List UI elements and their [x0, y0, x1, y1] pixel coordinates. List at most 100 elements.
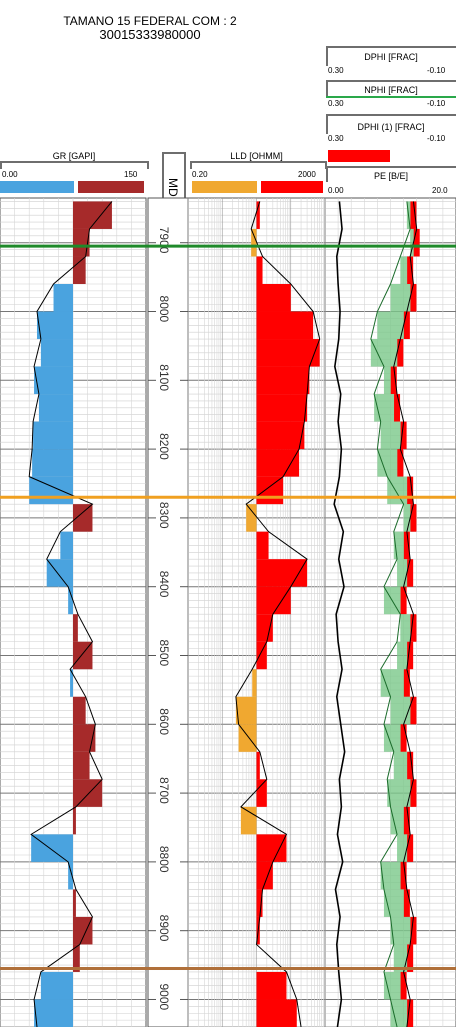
pe-max: 20.0 — [432, 186, 448, 195]
gr-fill-high — [73, 504, 93, 532]
nphi-dphi-fill — [377, 449, 401, 477]
lld-fill-high — [256, 256, 263, 284]
nphi-max: -0.10 — [427, 99, 446, 108]
gr-fill-low — [40, 971, 73, 1000]
dphi-curve — [393, 201, 418, 1027]
nphi-line-swatch — [326, 96, 456, 98]
lld-fill-high — [256, 834, 287, 862]
pe-min: 0.00 — [328, 186, 344, 195]
lld-fill-low — [252, 669, 257, 697]
md-track-frame — [147, 197, 189, 1027]
md-tick-label: 8400 — [157, 571, 171, 598]
dphi1-fill — [403, 806, 410, 835]
gr-fill-high — [73, 944, 80, 972]
dphi1-fill — [397, 449, 404, 477]
gr-fill-low — [34, 999, 73, 1027]
gr-label: GR [GAPI] — [52, 151, 96, 161]
lld-fill-high — [256, 394, 308, 422]
dphi1-fill — [403, 531, 410, 560]
dphi1-fill — [407, 559, 414, 587]
dphi1-fill — [410, 916, 417, 945]
api-number: 30015333980000 — [99, 27, 201, 42]
gr-fill-low — [68, 586, 73, 615]
gr-fill-high — [73, 641, 93, 670]
gr-fill-high — [73, 806, 76, 835]
nphi-dphi-fill — [397, 559, 411, 587]
nphi-dphi-fill — [400, 614, 414, 642]
dphi1-max: -0.10 — [427, 134, 446, 143]
nphi-dphi-fill — [393, 751, 411, 780]
gr-fill-low — [29, 476, 73, 505]
nphi-label: NPHI [FRAC] — [364, 85, 418, 95]
dphi1-fill — [407, 999, 414, 1027]
gr-fill-low — [38, 394, 73, 422]
dphi-min: 0.30 — [328, 66, 344, 75]
dphi1-fill — [400, 421, 407, 450]
md-tick-label: 8100 — [157, 364, 171, 391]
gr-curve — [28, 201, 113, 1027]
dphi-bracket — [326, 46, 456, 66]
gr-fill-low — [32, 449, 73, 477]
dphi1-fill — [407, 641, 414, 670]
gr-fill-high — [73, 724, 96, 752]
nphi-dphi-fill — [383, 724, 404, 752]
gr-fill-high — [73, 696, 86, 725]
nphi-dphi-fill — [400, 256, 411, 284]
gr-fill-low — [60, 531, 73, 560]
gr-fill-high — [73, 256, 86, 284]
lld-fill-high — [256, 449, 300, 477]
lld-fill-high — [256, 339, 320, 367]
gr-fill-low — [34, 366, 73, 395]
gr-scale-bracket — [0, 161, 149, 169]
lld-fill-high — [256, 641, 267, 670]
dphi1-fill — [407, 751, 414, 780]
nphi-dphi-fill — [380, 861, 404, 890]
lld-high-bar — [261, 181, 323, 193]
gr-fill-low — [53, 283, 73, 312]
dphi1-fill — [403, 669, 410, 697]
gr-fill-high — [73, 751, 90, 780]
nphi-dphi-fill — [380, 421, 404, 450]
gr-fill-high — [73, 228, 90, 257]
nphi-dphi-fill — [370, 339, 401, 367]
nphi-dphi-fill — [387, 476, 411, 505]
nphi-dphi-fill — [397, 834, 411, 862]
lld-fill-high — [256, 751, 260, 780]
md-tick-label: 7900 — [157, 227, 171, 254]
lld-fill-high — [256, 779, 267, 807]
nphi-dphi-fill — [390, 916, 414, 945]
nphi-min: 0.30 — [328, 99, 344, 108]
nphi-dphi-fill — [387, 779, 414, 807]
gr-min: 0.00 — [2, 170, 18, 179]
gr-low-bar — [0, 181, 74, 193]
lld-fill-high — [256, 861, 273, 890]
lld-fill-high — [256, 971, 287, 1000]
lld-fill-low — [240, 806, 257, 835]
lld-fill-low — [238, 724, 257, 752]
gr-fill-low — [40, 339, 73, 367]
dphi1-fill — [403, 311, 410, 340]
lld-scale-bracket — [190, 161, 327, 169]
nphi-dphi-fill — [397, 641, 411, 670]
md-bracket — [162, 152, 186, 198]
gr-fill-low — [33, 421, 73, 450]
gr-fill-high — [73, 201, 112, 229]
dphi1-min: 0.30 — [328, 134, 344, 143]
dphi-max: -0.10 — [427, 66, 446, 75]
dphi1-fill-swatch — [328, 150, 390, 162]
well-name: TAMANO 15 FEDERAL COM : 2 — [63, 14, 237, 28]
lld-fill-high — [256, 559, 308, 587]
md-tick-label: 8000 — [157, 296, 171, 323]
nphi-dphi-fill — [390, 696, 414, 725]
nphi-dphi-fill — [374, 394, 398, 422]
nphi-dphi-fill — [383, 366, 394, 395]
nphi-bracket — [326, 80, 456, 98]
dphi1-fill — [400, 861, 407, 890]
dphi1-bracket — [326, 114, 456, 134]
lld-fill-high — [256, 366, 310, 395]
gr-fill-high — [73, 614, 78, 642]
dphi1-fill — [400, 724, 407, 752]
gr-fill-high — [73, 916, 93, 945]
